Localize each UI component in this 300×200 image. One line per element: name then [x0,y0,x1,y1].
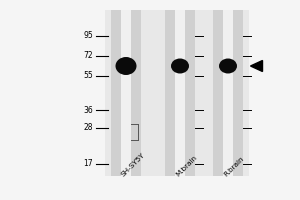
Bar [213,10,243,176]
Bar [111,10,141,176]
Text: R.brain: R.brain [222,156,244,178]
Text: 17: 17 [83,160,93,168]
Bar [175,10,185,176]
Bar [121,10,131,176]
Text: 72: 72 [83,51,93,60]
Text: 28: 28 [83,123,93,132]
Ellipse shape [219,58,237,73]
Text: M.brain: M.brain [174,155,198,178]
Bar [223,10,233,176]
Polygon shape [250,61,262,72]
Ellipse shape [171,58,189,73]
Text: SH-SY5Y: SH-SY5Y [120,152,146,178]
Text: 36: 36 [83,106,93,114]
Bar [165,10,195,176]
Text: 95: 95 [83,31,93,40]
Text: 55: 55 [83,72,93,80]
Bar [105,10,249,176]
Ellipse shape [116,57,136,75]
